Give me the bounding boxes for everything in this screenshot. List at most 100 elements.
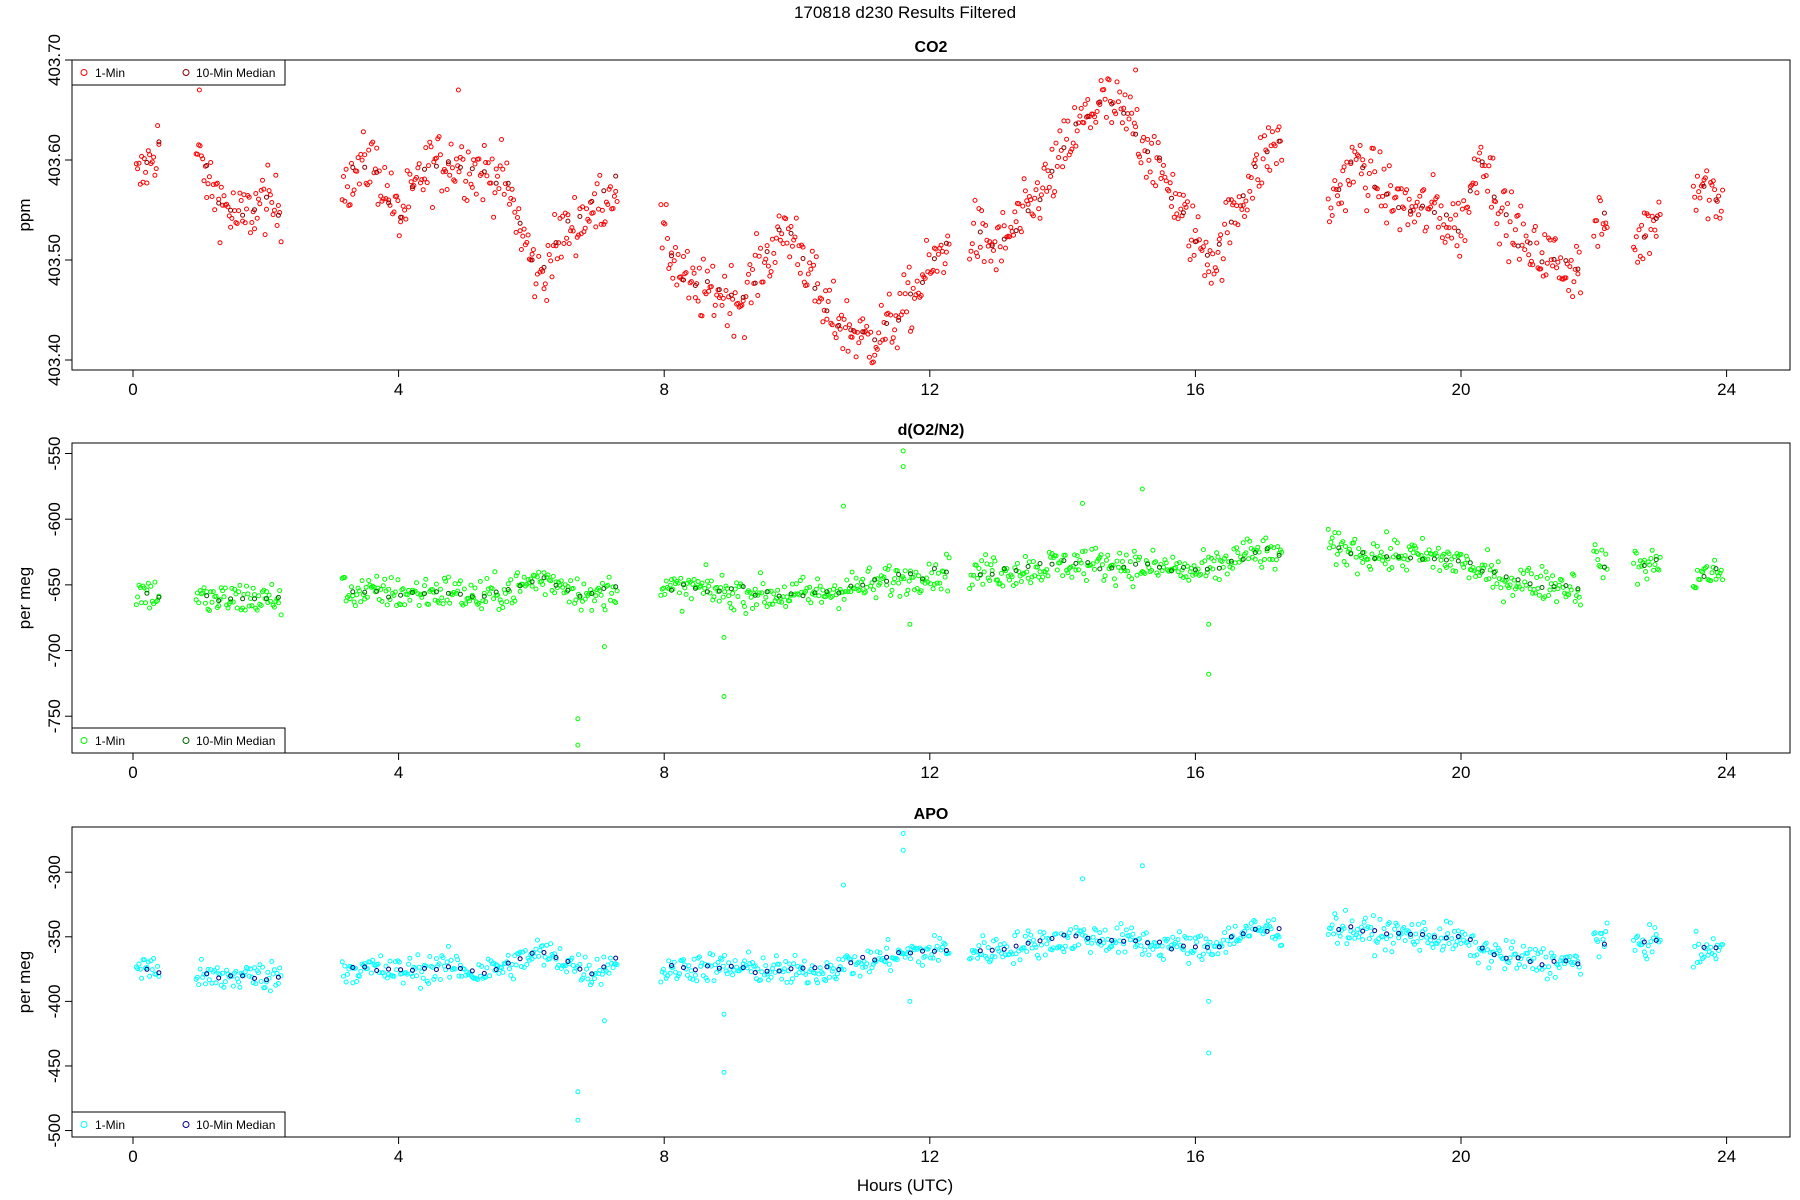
data-point: [1256, 183, 1262, 189]
data-point: [445, 161, 451, 167]
median-point: [1539, 585, 1545, 590]
data-point: [977, 244, 983, 250]
data-point: [250, 585, 256, 591]
data-point: [1389, 565, 1395, 571]
data-point: [252, 226, 257, 232]
data-point: [763, 594, 769, 600]
data-point: [273, 172, 279, 178]
data-point: [1702, 175, 1708, 181]
median-point: [1204, 566, 1210, 572]
data-point: [197, 966, 203, 972]
data-point: [1227, 240, 1233, 246]
data-point: [901, 576, 907, 582]
median-point: [386, 200, 392, 206]
data-point: [507, 201, 512, 207]
data-point: [266, 975, 272, 981]
median-point: [1228, 558, 1234, 564]
data-point: [1092, 114, 1097, 120]
x-tick-label: 4: [394, 380, 403, 399]
data-point: [1242, 928, 1247, 934]
data-point: [1401, 925, 1407, 930]
data-point: [512, 209, 518, 215]
median-point: [1479, 945, 1485, 951]
data-point: [597, 967, 603, 973]
data-point: [517, 588, 523, 594]
data-point: [1566, 288, 1572, 293]
median-point: [1037, 938, 1043, 944]
data-point: [1414, 939, 1420, 945]
data-point: [1012, 209, 1018, 215]
data-point: [479, 963, 485, 969]
data-point: [1491, 573, 1497, 579]
data-point: [688, 596, 694, 602]
data-point: [507, 966, 512, 972]
data-point: [1474, 952, 1480, 958]
data-point: [368, 970, 374, 976]
data-point: [1483, 173, 1489, 179]
data-point: [1098, 552, 1104, 558]
data-point: [704, 978, 710, 983]
median-point: [565, 218, 571, 224]
data-point: [406, 204, 412, 210]
data-point: [1544, 260, 1550, 266]
data-point: [1647, 562, 1653, 568]
outlier-point: [575, 742, 581, 748]
data-point: [888, 592, 894, 598]
data-point: [1435, 224, 1441, 230]
data-point: [1188, 948, 1194, 954]
data-point: [1037, 929, 1043, 935]
data-point: [1358, 171, 1364, 177]
data-point: [1020, 203, 1026, 209]
data-point: [1082, 101, 1088, 107]
median-point: [228, 596, 234, 602]
data-point: [892, 576, 898, 582]
data-point: [1386, 920, 1392, 926]
data-point: [1025, 201, 1031, 207]
data-point: [827, 287, 832, 293]
median-point: [1192, 944, 1198, 950]
data-point: [1346, 935, 1352, 941]
data-point: [1054, 163, 1060, 169]
data-point: [756, 253, 762, 259]
outlier-point: [1206, 1050, 1212, 1056]
data-point: [496, 970, 502, 976]
data-point: [472, 585, 478, 591]
data-point: [529, 251, 535, 257]
median-points: [144, 924, 1719, 983]
data-point: [439, 595, 445, 601]
median-point: [1264, 149, 1270, 155]
data-point: [779, 599, 785, 605]
legend-marker-one-min: [80, 69, 88, 76]
data-point: [1335, 193, 1340, 199]
data-point: [375, 201, 381, 207]
data-point: [779, 231, 785, 237]
data-point: [1163, 560, 1169, 566]
data-point: [669, 250, 674, 256]
median-point: [505, 587, 511, 592]
median-point: [1085, 935, 1091, 941]
data-point: [561, 590, 567, 596]
median-point: [1713, 566, 1719, 572]
median-point: [740, 965, 746, 971]
median-point: [1515, 577, 1521, 583]
data-point: [1441, 551, 1447, 557]
data-point: [589, 979, 595, 985]
data-point: [1647, 251, 1653, 256]
data-point: [730, 972, 736, 978]
x-tick-label: 24: [1717, 1147, 1736, 1166]
data-point: [473, 191, 479, 197]
data-point: [1038, 942, 1044, 948]
data-point: [743, 294, 749, 300]
data-point: [755, 293, 761, 298]
data-point: [1246, 173, 1251, 179]
data-point: [724, 971, 730, 977]
data-point: [791, 961, 797, 967]
panel-title: d(O2/N2): [898, 422, 965, 439]
data-point: [607, 597, 613, 603]
data-point: [256, 970, 261, 976]
data-point: [1196, 953, 1202, 959]
median-point: [716, 287, 722, 293]
data-point: [500, 166, 506, 172]
data-point: [513, 229, 519, 235]
data-point: [1392, 926, 1398, 932]
